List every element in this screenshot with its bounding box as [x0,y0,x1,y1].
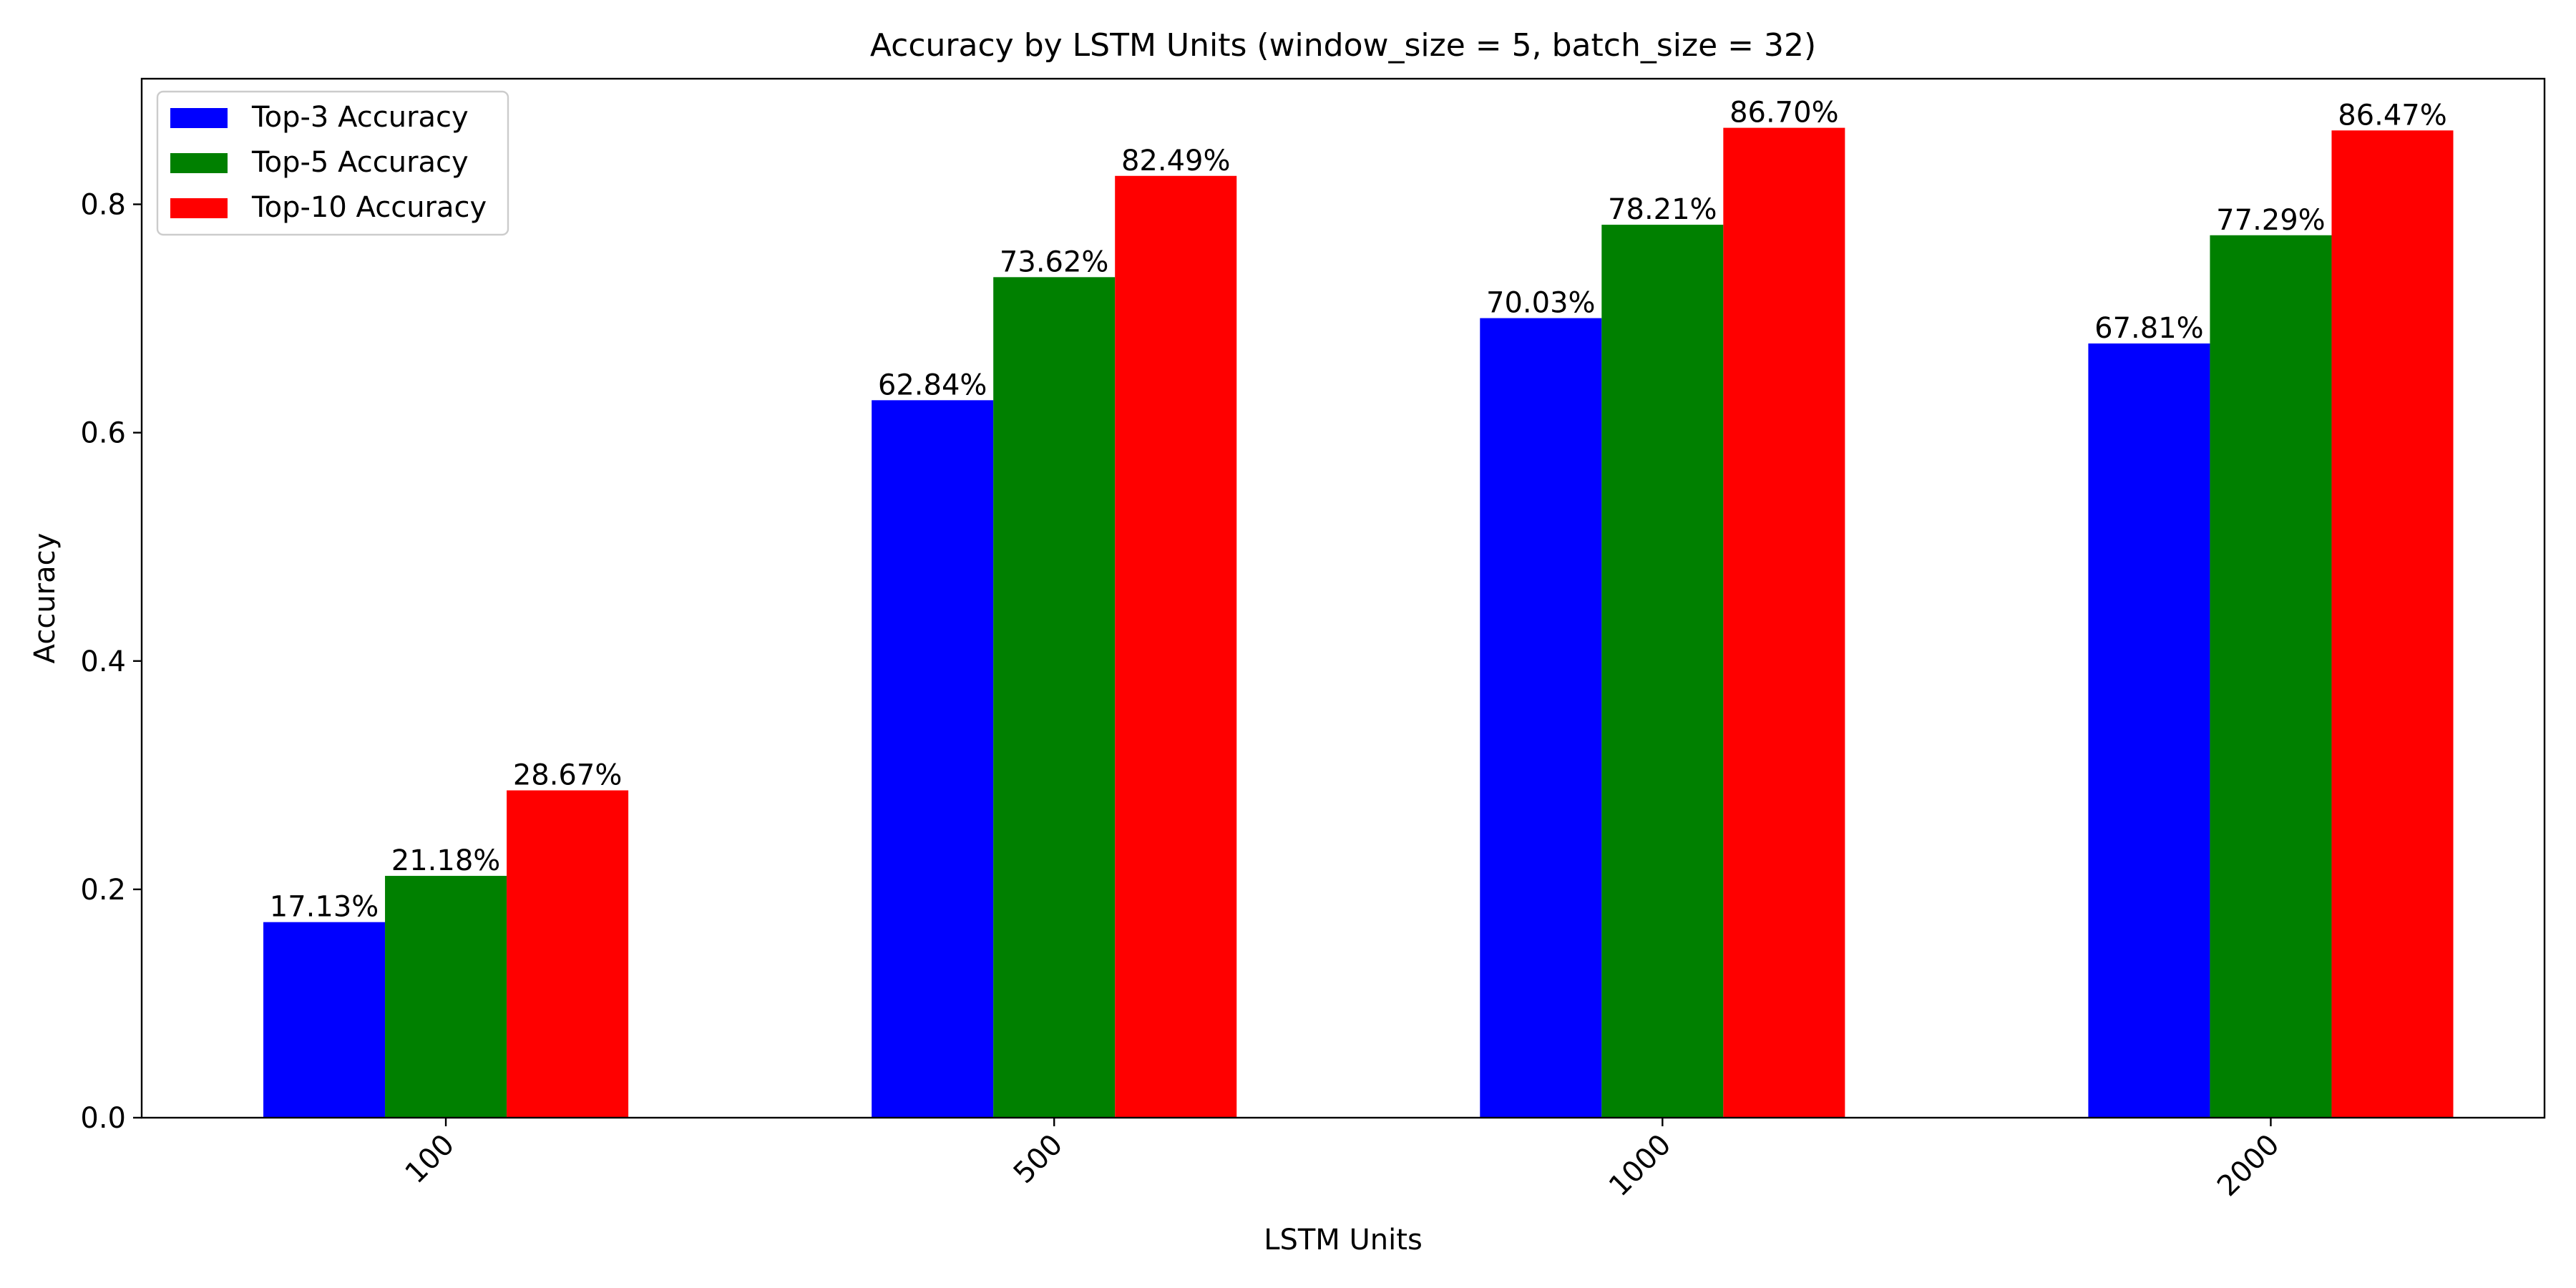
legend-swatch-top-10 [170,198,228,218]
legend-swatch-top-3 [170,108,228,128]
bar-top-5-accuracy-2000 [2210,235,2332,1118]
y-tick-label-0-0: 0.0 [80,1102,126,1135]
data-label-top-10-accuracy-2000: 86.47% [2338,99,2447,132]
data-label-top-10-accuracy-500: 82.49% [1121,145,1231,177]
legend-frame [156,90,509,236]
data-label-top-3-accuracy-500: 62.84% [878,369,987,401]
bar-top-5-accuracy-500 [993,277,1116,1118]
legend-swatch-top-5 [170,153,228,173]
data-label-top-5-accuracy-500: 73.62% [1000,245,1109,278]
bar-top-10-accuracy-500 [1115,175,1237,1118]
bar-top-5-accuracy-1000 [1601,225,1724,1118]
plot-frame [140,77,2546,1119]
bars-group [263,127,2454,1118]
bar-top-5-accuracy-100 [385,876,507,1118]
bar-top-10-accuracy-1000 [1723,127,1845,1118]
legend-label-top-5: Top-5 Accuracy [251,146,469,179]
data-label-top-5-accuracy-2000: 77.29% [2216,204,2326,237]
bar-top-3-accuracy-2000 [2088,343,2210,1118]
bar-top-3-accuracy-100 [263,922,386,1118]
data-label-top-3-accuracy-1000: 70.03% [1486,287,1596,320]
bar-top-3-accuracy-1000 [1480,318,1602,1118]
data-labels-group: 17.13% 62.84% 70.03% 67.81% 21.18% 73.62% 78.2… [270,97,2447,924]
legend: Top-3 Accuracy Top-5 Accuracy Top-10 Acc… [156,90,509,236]
data-label-top-5-accuracy-1000: 78.21% [1608,193,1717,226]
y-tick-label-0-8: 0.8 [80,189,126,222]
bar-top-10-accuracy-100 [507,790,629,1118]
data-label-top-3-accuracy-2000: 67.81% [2094,312,2204,345]
data-label-top-5-accuracy-100: 21.18% [391,844,501,877]
chart-title: Accuracy by LSTM Units (window_size = 5,… [870,27,1816,64]
legend-label-top-10: Top-10 Accuracy [251,191,487,224]
bar-top-3-accuracy-500 [872,400,994,1118]
data-label-top-10-accuracy-1000: 86.70% [1729,97,1839,130]
bar-top-10-accuracy-2000 [2331,130,2454,1118]
y-axis: 0.0 0.2 0.4 0.6 0.8 [80,189,142,1135]
y-tick-label-0-4: 0.4 [80,645,126,678]
y-tick-label-0-2: 0.2 [80,874,126,907]
x-axis-label: LSTM Units [1264,1224,1423,1257]
y-axis-label: Accuracy [29,533,62,664]
y-tick-label-0-6: 0.6 [80,417,126,450]
data-label-top-3-accuracy-100: 17.13% [270,891,379,924]
data-label-top-10-accuracy-100: 28.67% [513,759,623,792]
legend-label-top-3: Top-3 Accuracy [251,101,469,134]
